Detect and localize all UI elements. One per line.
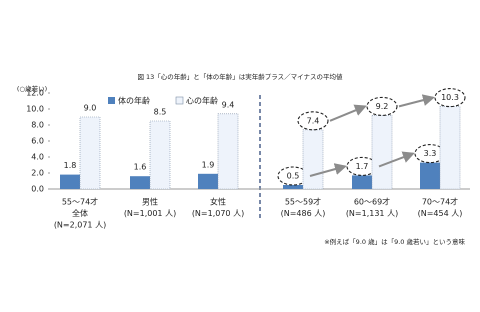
y-axis-label: (○歳若い) [17, 84, 47, 93]
x-tick-label: 60～69才 [354, 197, 390, 207]
bar [130, 176, 150, 189]
bar [198, 173, 218, 189]
y-tick-label: 2.0 [31, 169, 44, 178]
x-tick-label: (N=1,070 人) [192, 209, 244, 218]
value-label: 9.2 [376, 102, 389, 111]
footnote: ※例えば「9.0 歳」は「9.0 歳若い」という意味 [324, 237, 465, 246]
bar [149, 120, 171, 190]
x-tick-label: (N=454 人) [418, 209, 463, 218]
x-tick-label: 55～59才 [285, 197, 321, 207]
chart-title: 図 13「心の年齢」と「体の年齢」は実年齢プラス／マイナスの平均値 [137, 72, 343, 81]
x-tick-label: 全体 [72, 208, 88, 218]
y-tick-label: 4.0 [31, 153, 44, 162]
bar [352, 175, 372, 189]
value-label: 0.5 [287, 172, 300, 181]
value-label: 3.3 [424, 149, 437, 158]
value-label: 10.3 [441, 93, 459, 102]
x-tick-label: (N=2,071 人) [54, 221, 106, 230]
bar [302, 129, 324, 190]
trend-arrow [309, 163, 347, 177]
highlight-ring [366, 96, 398, 116]
value-label: 8.5 [154, 108, 167, 117]
y-tick-label: 10.0 [26, 105, 44, 114]
highlight-ring [434, 88, 466, 108]
value-label: 1.9 [202, 160, 215, 169]
bar [439, 106, 461, 190]
bar [371, 115, 393, 190]
bar [60, 174, 80, 189]
legend-label: 心の年齢 [186, 96, 218, 106]
legend-label: 体の年齢 [118, 96, 150, 106]
x-tick-label: 55～74才 [62, 197, 98, 207]
y-tick-label: 12.0 [26, 89, 44, 98]
x-tick-label: 70～74才 [422, 197, 458, 207]
x-tick-label: (N=486 人) [281, 209, 326, 218]
trend-arrow [329, 104, 367, 122]
value-label: 1.7 [356, 162, 369, 171]
bar [420, 162, 440, 189]
bar [79, 116, 101, 190]
y-tick-label: 0.0 [31, 185, 44, 194]
legend-swatch [175, 96, 184, 105]
value-label: 1.8 [64, 161, 77, 170]
value-label: 1.6 [134, 163, 147, 172]
value-label: 9.4 [222, 100, 235, 109]
trend-arrow [378, 151, 415, 168]
x-tick-label: (N=1,131 人) [346, 209, 398, 218]
x-tick-label: 男性 [142, 197, 158, 207]
bar [283, 185, 303, 189]
value-label: 9.0 [84, 104, 97, 113]
highlight-ring [297, 111, 329, 131]
trend-arrow [398, 94, 435, 108]
y-tick-label: 6.0 [31, 137, 44, 146]
x-tick-label: (N=1,001 人) [124, 209, 176, 218]
x-tick-label: 女性 [210, 197, 226, 207]
bar [217, 113, 239, 190]
y-tick-label: 8.0 [31, 121, 44, 130]
value-label: 7.4 [307, 116, 320, 125]
legend-swatch [108, 97, 115, 104]
